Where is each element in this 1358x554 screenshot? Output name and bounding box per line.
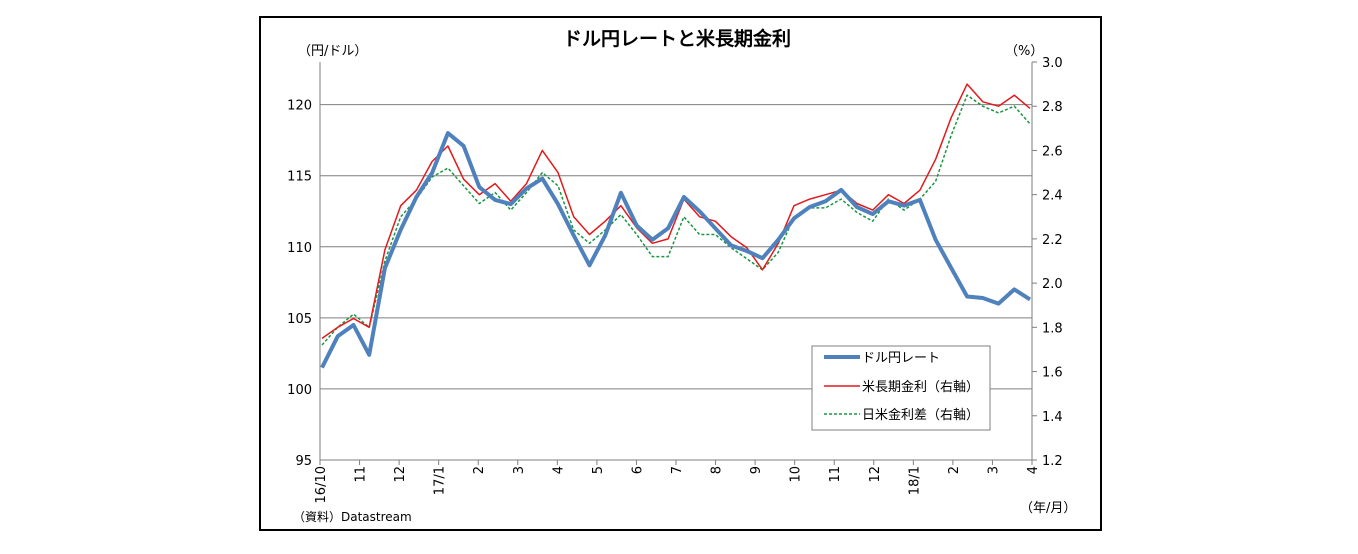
x-tick-label: 11 (354, 466, 369, 483)
legend: ドル円レート 米長期金利（右軸） 日米金利差（右軸） (811, 345, 991, 431)
y-tick-label-left: 95 (295, 454, 312, 469)
chart-frame (259, 16, 1102, 531)
y-tick-label-left: 110 (287, 241, 312, 256)
y-tick-label-right: 3.0 (1042, 56, 1063, 71)
legend-label-us-yield: 米長期金利（右軸） (862, 379, 979, 395)
legend-label-usdjpy: ドル円レート (862, 351, 940, 366)
x-tick-label: 4 (1026, 466, 1041, 474)
legend-label-rate-spread: 日米金利差（右軸） (862, 407, 979, 423)
x-axis-unit: （年/月） (1020, 501, 1076, 516)
x-tick-label: 12 (393, 466, 408, 483)
y-tick-label-right: 1.2 (1042, 454, 1063, 469)
usdjpy-line (320, 131, 1032, 369)
y-tick-label-left: 115 (287, 170, 312, 185)
x-tick-label: 18/1 (907, 466, 922, 495)
x-axis-ticks: 16/10 11 12 17/1 2 3 4 5 6 7 8 9 10 11 12 18/1 2 3 4 (314, 460, 1041, 503)
x-tick-label: 3 (986, 466, 1001, 474)
y-tick-label-left: 100 (287, 383, 312, 398)
x-tick-label: 11 (828, 466, 843, 483)
y-tick-label-right: 2.4 (1042, 189, 1063, 204)
x-tick-label: 6 (630, 466, 645, 474)
chart-title: ドル円レートと米長期金利 (563, 27, 791, 50)
y-tick-label-right: 1.4 (1042, 410, 1063, 425)
x-tick-label: 2 (947, 466, 962, 474)
y-tick-label-right: 1.6 (1042, 366, 1063, 381)
x-tick-label: 9 (749, 466, 764, 474)
y-tick-label-right: 1.8 (1042, 321, 1063, 336)
y-axis-right-unit: （%） (1005, 44, 1043, 59)
x-tick-label: 10 (789, 466, 804, 483)
y-axis-left-ticks: 95 100 105 110 115 120 (287, 99, 312, 469)
x-tick-label: 7 (670, 466, 685, 474)
y-tick-label-left: 120 (287, 99, 312, 114)
y-axis-right-ticks: 1.2 1.4 1.6 1.8 2.0 2.2 2.4 2.6 2.8 3.0 (1032, 56, 1063, 469)
x-tick-label: 12 (868, 466, 883, 483)
x-tick-label: 4 (551, 466, 566, 474)
y-tick-label-right: 2.6 (1042, 144, 1063, 159)
series-layer (320, 83, 1032, 369)
x-tick-label: 8 (710, 466, 725, 474)
x-tick-label: 3 (512, 466, 527, 474)
x-tick-label: 2 (472, 466, 487, 474)
y-tick-label-right: 2.0 (1042, 277, 1063, 292)
source-note: （資料）Datastream (293, 510, 412, 524)
x-tick-label: 5 (591, 466, 606, 474)
x-tick-label: 16/10 (314, 466, 329, 503)
y-tick-label-right: 2.8 (1042, 100, 1063, 115)
x-tick-label: 17/1 (433, 466, 448, 495)
y-tick-label-left: 105 (287, 312, 312, 327)
y-axis-left-unit: （円/ドル） (298, 44, 367, 59)
y-tick-label-right: 2.2 (1042, 233, 1063, 248)
legend-box (811, 345, 991, 431)
